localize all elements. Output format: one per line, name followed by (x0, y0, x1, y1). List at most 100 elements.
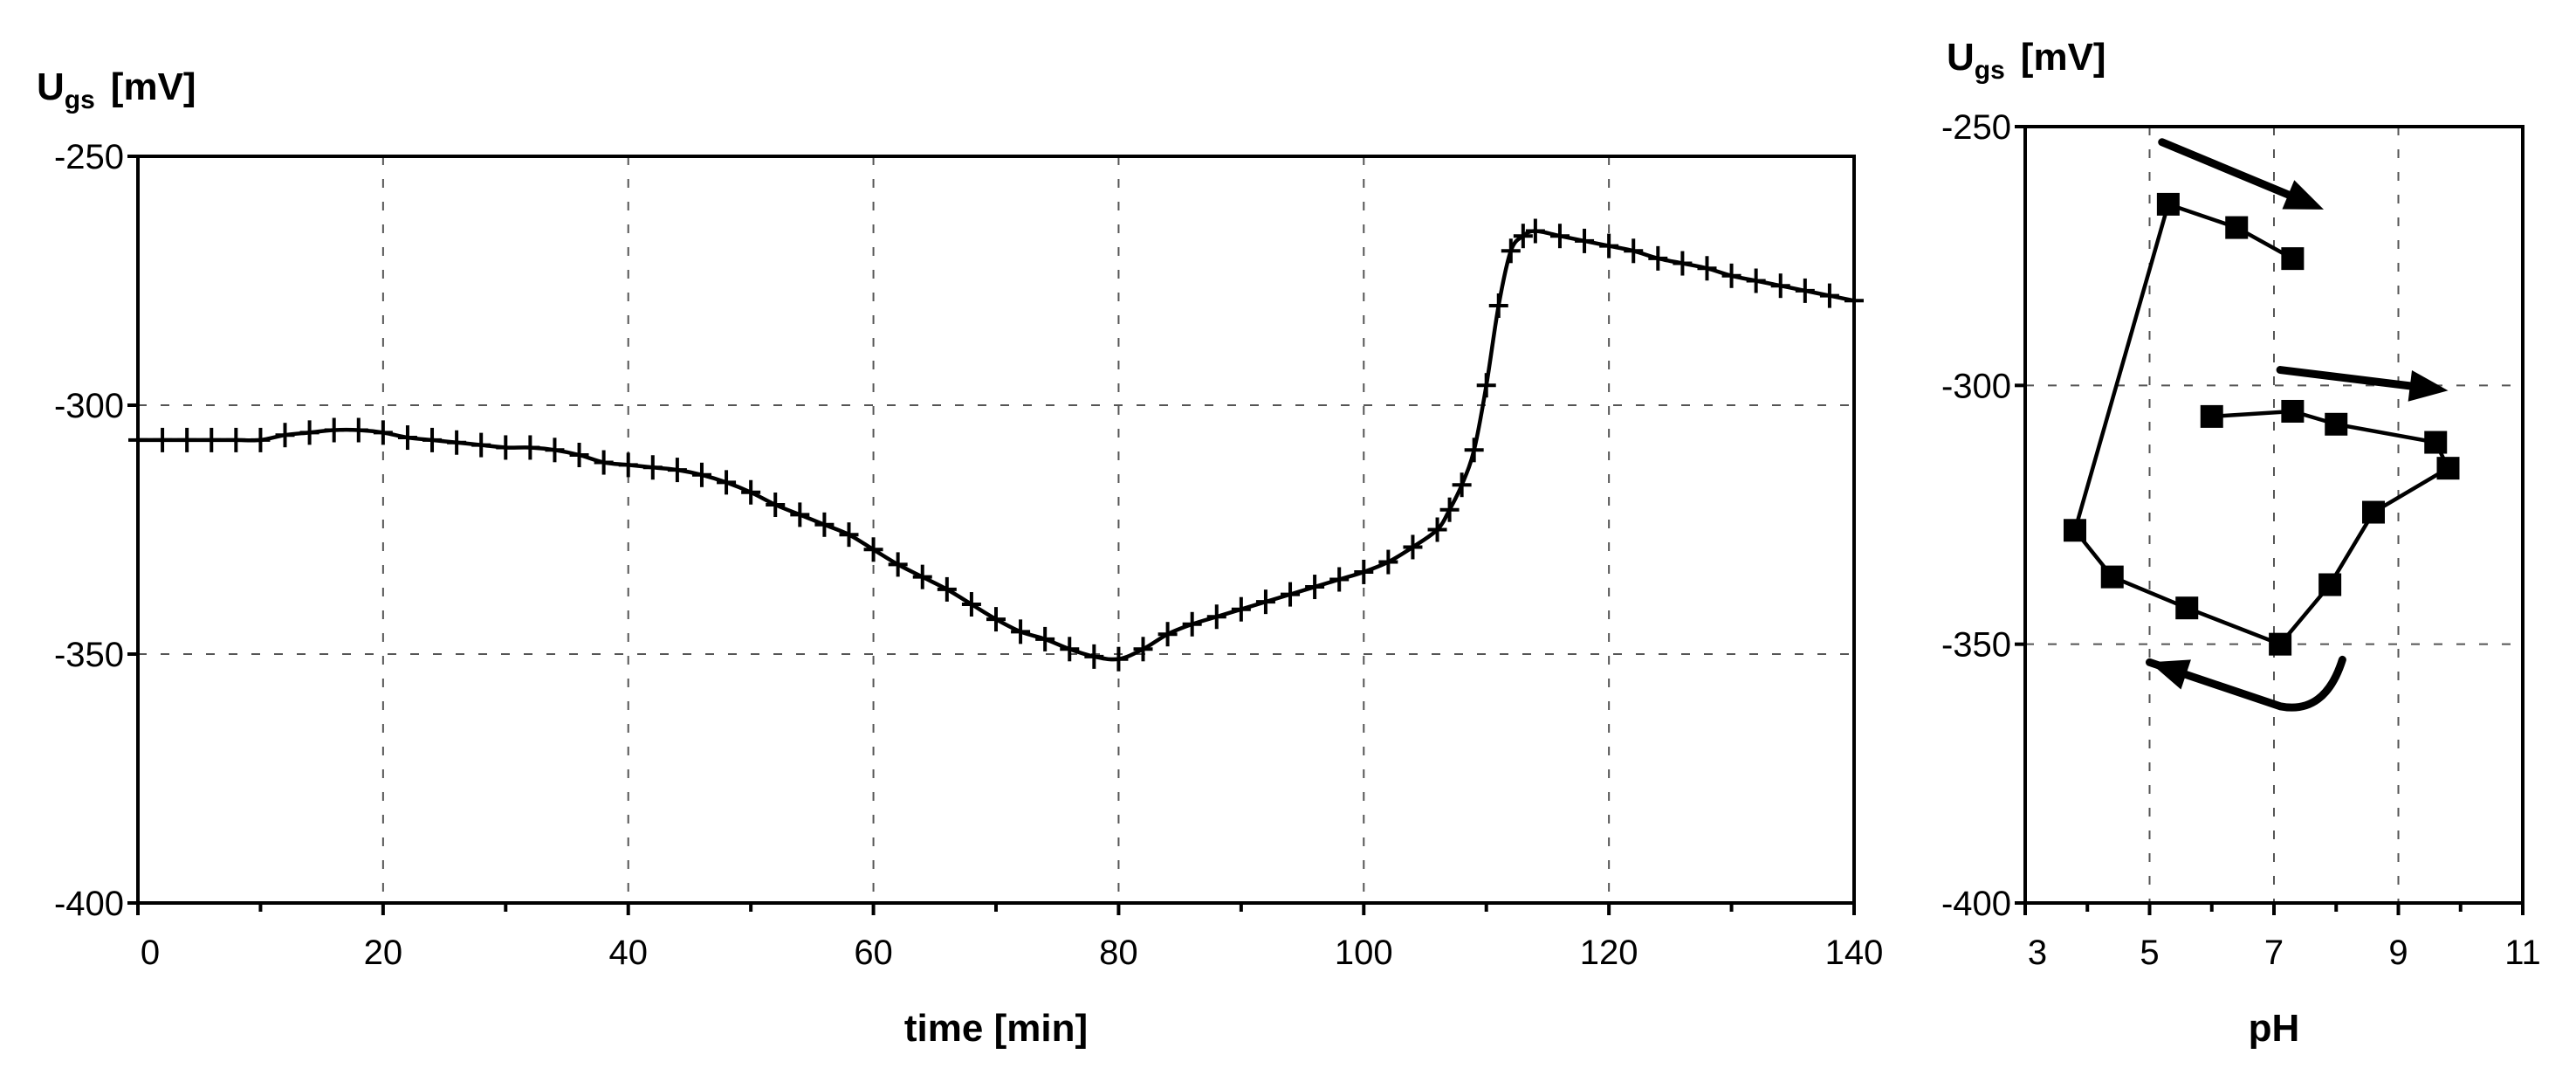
y-axis-symbol: U (1947, 36, 1975, 79)
data-point (1488, 293, 1508, 318)
data-point (1011, 619, 1031, 644)
data-point (2436, 457, 2460, 480)
data-point (569, 443, 589, 467)
data-point (1476, 373, 1496, 398)
time-chart-plot-frame (136, 155, 1856, 905)
time-chart-y-ticks: -250 -300 -350 -400 (54, 138, 138, 923)
data-point (520, 435, 540, 460)
data-point (1109, 646, 1129, 672)
ph-chart-grid (2025, 127, 2523, 903)
data-point (177, 427, 197, 452)
data-point (667, 458, 687, 483)
data-point (397, 425, 417, 451)
x-tick-label: 80 (1099, 934, 1138, 972)
data-point (447, 430, 467, 455)
data-point (422, 427, 443, 452)
data-point (2100, 565, 2124, 589)
ph-series-markers (2064, 192, 2460, 656)
data-point (1599, 233, 1619, 258)
x-tick-label: 40 (608, 934, 648, 972)
ph-chart-x-ticks: 3 5 7 9 11 (2023, 903, 2541, 972)
data-point (741, 479, 761, 505)
time-chart-x-axis-label: time [min] (904, 1007, 1088, 1050)
data-point (1206, 604, 1226, 630)
ph-chart: -250 -300 -350 -400 3 5 7 9 11 Ugs [mV] pH (1941, 36, 2541, 1050)
x-tick-label: 7 (2264, 934, 2284, 972)
data-point (2156, 192, 2180, 216)
data-point (1231, 596, 1251, 622)
y-tick-label: -250 (1941, 108, 2011, 147)
data-point (1439, 497, 1460, 522)
data-point (1255, 589, 1275, 615)
data-point (1501, 238, 1521, 264)
data-point (1182, 611, 1202, 637)
data-point (1624, 238, 1644, 264)
data-point (1525, 218, 1545, 244)
data-point (912, 564, 932, 589)
data-point (1819, 283, 1839, 308)
y-tick-label: -300 (1941, 367, 2011, 405)
y-axis-unit: [mV] (2021, 36, 2106, 79)
data-point (128, 427, 148, 452)
x-tick-label: 120 (1580, 934, 1638, 972)
ph-chart-y-axis-label: Ugs [mV] (1947, 36, 2106, 85)
data-point (275, 423, 295, 448)
data-point (1795, 278, 1815, 303)
data-point (1746, 268, 1766, 293)
data-point (2281, 399, 2305, 423)
data-point (961, 592, 981, 617)
x-tick-label: 11 (2504, 934, 2541, 972)
data-point (496, 435, 516, 460)
data-point (1060, 637, 1080, 662)
data-point (2064, 519, 2086, 542)
data-point (2269, 632, 2292, 656)
y-axis-subscript: gs (1975, 56, 2005, 85)
y-axis-subscript: gs (65, 86, 95, 114)
data-point (1452, 472, 1472, 498)
data-point (1464, 438, 1484, 463)
data-point (2175, 596, 2199, 620)
data-point (1157, 622, 1178, 647)
data-point (348, 417, 368, 443)
data-point (1648, 245, 1668, 271)
x-tick-label: 5 (2140, 934, 2159, 972)
data-point (790, 502, 810, 527)
data-point (1329, 567, 1350, 592)
data-point (618, 452, 638, 478)
time-chart-grid (138, 156, 1854, 903)
time-series-line (137, 229, 1855, 662)
data-point (594, 450, 614, 475)
data-point (1549, 224, 1570, 249)
time-chart-x-ticks: 0 20 40 60 80 100 120 140 (136, 903, 1883, 972)
data-point (2318, 573, 2342, 596)
x-tick-label: 20 (364, 934, 403, 972)
ph-series-line (2072, 202, 2451, 647)
data-point (153, 427, 173, 452)
data-point (2200, 404, 2223, 428)
data-point (717, 470, 737, 495)
data-point (814, 512, 835, 537)
data-point (1427, 517, 1447, 542)
data-point (2225, 216, 2249, 239)
data-point (1513, 224, 1533, 249)
data-point (202, 427, 222, 452)
data-point (691, 462, 711, 487)
data-point (1281, 582, 1301, 607)
data-point (1305, 575, 1325, 600)
data-point (299, 420, 319, 445)
data-point (863, 537, 883, 562)
y-tick-label: -400 (54, 885, 124, 923)
data-point (1354, 559, 1374, 584)
data-point (251, 427, 271, 452)
y-tick-label: -400 (1941, 885, 2011, 923)
data-point (373, 420, 393, 445)
data-point (1133, 637, 1153, 662)
data-point (1844, 288, 1864, 314)
time-chart: -250 -300 -350 -400 0 20 40 60 80 100 120 140 Ugs [… (37, 65, 1883, 1050)
data-point (1673, 251, 1693, 276)
x-tick-label: 100 (1335, 934, 1393, 972)
x-tick-label: 3 (2028, 934, 2047, 972)
data-point (642, 455, 663, 480)
data-point (1575, 228, 1595, 253)
